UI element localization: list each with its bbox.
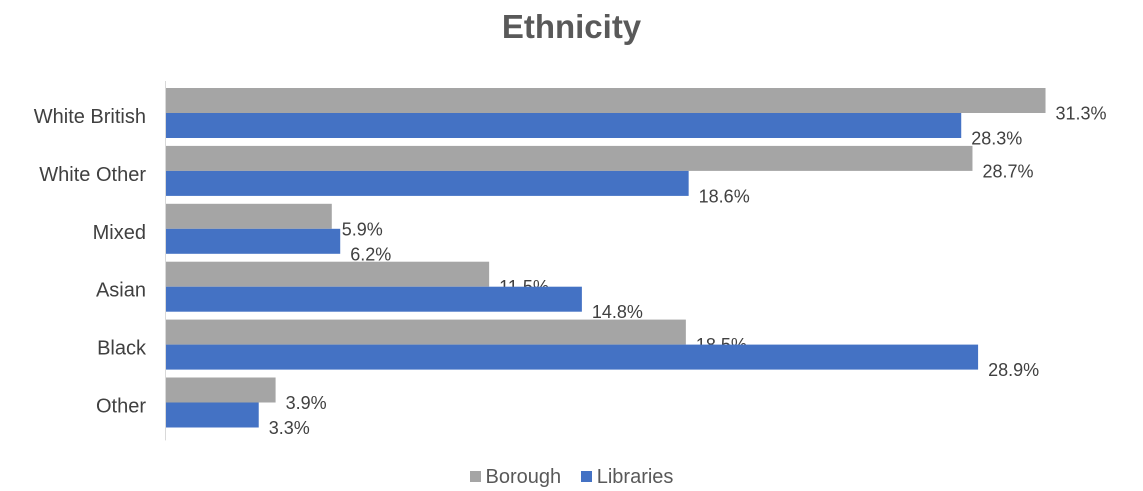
data-label-libraries-black: 28.9% bbox=[988, 360, 1039, 380]
category-label-other: Other bbox=[96, 395, 146, 417]
bar-libraries-black bbox=[166, 344, 979, 370]
data-label-borough-other: 3.9% bbox=[286, 393, 327, 413]
data-label-libraries-white-british: 28.3% bbox=[971, 129, 1022, 149]
bar-libraries-white-other bbox=[166, 170, 689, 196]
bar-borough-black bbox=[166, 319, 686, 345]
data-label-libraries-white-other: 18.6% bbox=[699, 186, 750, 206]
data-label-libraries-asian: 14.8% bbox=[592, 302, 643, 322]
category-label-white-other: White Other bbox=[39, 164, 146, 186]
bar-borough-mixed bbox=[166, 203, 332, 229]
bar-libraries-other bbox=[166, 402, 259, 428]
data-label-libraries-other: 3.3% bbox=[269, 418, 310, 438]
legend-swatch-libraries bbox=[580, 471, 592, 482]
legend-item-borough: Borough bbox=[469, 466, 562, 489]
category-label-asian: Asian bbox=[96, 280, 146, 302]
bar-borough-white-other bbox=[166, 145, 973, 171]
legend-swatch-borough bbox=[469, 471, 481, 482]
legend-item-libraries: Libraries bbox=[580, 466, 674, 489]
category-label-mixed: Mixed bbox=[93, 222, 146, 244]
bar-borough-asian bbox=[166, 261, 490, 287]
legend-label-borough: Borough bbox=[485, 466, 562, 488]
data-label-borough-mixed: 5.9% bbox=[342, 219, 383, 239]
bar-libraries-asian bbox=[166, 286, 582, 312]
data-label-borough-white-british: 31.3% bbox=[1056, 104, 1107, 124]
data-label-borough-white-other: 28.7% bbox=[982, 161, 1033, 181]
data-label-libraries-mixed: 6.2% bbox=[350, 244, 391, 264]
chart-title: Ethnicity bbox=[501, 8, 642, 45]
bar-libraries-white-british bbox=[166, 113, 962, 138]
legend-label-libraries: Libraries bbox=[596, 466, 674, 488]
bar-libraries-mixed bbox=[166, 228, 341, 254]
bar-borough-white-british bbox=[166, 88, 1046, 113]
legend: Borough Libraries bbox=[0, 466, 1143, 489]
bar-borough-other bbox=[166, 377, 276, 403]
category-label-black: Black bbox=[97, 338, 147, 360]
category-label-white-british: White British bbox=[34, 106, 146, 128]
